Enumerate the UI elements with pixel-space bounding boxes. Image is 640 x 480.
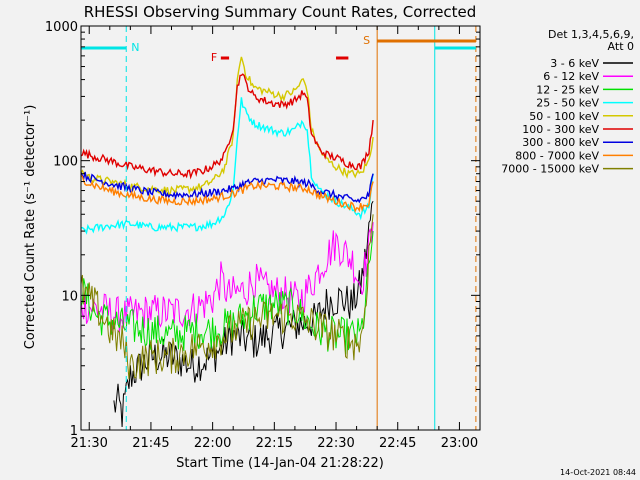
plot-area: N F S 1 10 100 1000 21:30 21:45 22:00 22:15 22:30 22… — [45, 20, 481, 451]
y-tick-label: 100 — [53, 155, 78, 170]
y-tick-label: 1000 — [45, 20, 78, 35]
legend-label: 7000 - 15000 keV — [501, 163, 599, 176]
y-tick-label: 1 — [70, 424, 78, 439]
legend-label: 800 - 7000 keV — [515, 149, 599, 162]
x-tick-label: 21:30 — [70, 436, 107, 451]
x-tick-label: 23:00 — [441, 436, 478, 451]
x-tick-label: 22:30 — [317, 436, 354, 451]
legend-label: 50 - 100 keV — [529, 110, 599, 123]
x-tick-label: 21:45 — [132, 436, 169, 451]
series-line — [80, 73, 374, 180]
legend-label: 100 - 300 keV — [522, 123, 599, 136]
x-tick-label: 22:00 — [194, 436, 231, 451]
legend-label: 12 - 25 keV — [536, 83, 599, 96]
annotation-label: S — [363, 34, 370, 47]
x-tick-label: 22:15 — [256, 436, 293, 451]
series-line — [80, 222, 374, 334]
plot-frame — [80, 25, 481, 431]
legend-label: 6 - 12 keV — [543, 70, 599, 83]
legend-label: 300 - 800 keV — [522, 136, 599, 149]
series-line — [80, 171, 374, 204]
legend-header: Att 0 — [608, 40, 634, 53]
series-line — [80, 231, 374, 355]
series-line — [80, 174, 374, 214]
timestamp: 14-Oct-2021 08:44 — [560, 468, 636, 477]
chart-title: RHESSI Observing Summary Count Rates, Co… — [84, 3, 477, 21]
y-axis-label: Corrected Count Rate (s⁻¹ detector⁻¹) — [23, 105, 38, 350]
x-axis-label: Start Time (14-Jan-04 21:28:22) — [176, 456, 384, 471]
legend-header: Det 1,3,4,5,6,9, — [548, 28, 634, 41]
legend-label: 3 - 6 keV — [550, 57, 599, 70]
series-line — [80, 214, 374, 380]
y-tick-label: 10 — [61, 289, 78, 304]
series-line — [113, 200, 374, 428]
annotation-label: F — [211, 51, 217, 64]
legend-label: 25 - 50 keV — [536, 97, 599, 110]
x-tick-label: 22:45 — [379, 436, 416, 451]
annotation-label: N — [131, 41, 139, 54]
